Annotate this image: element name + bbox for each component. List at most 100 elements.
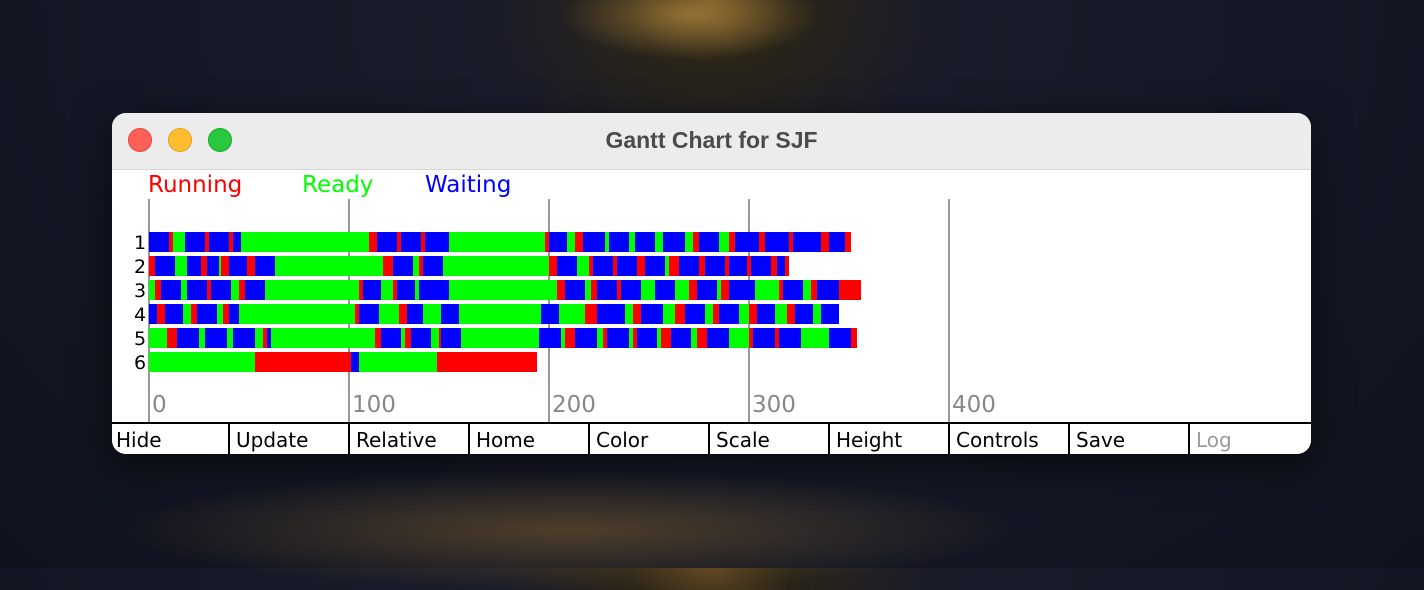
row-label: 6 xyxy=(134,352,146,374)
gantt-segment xyxy=(155,280,161,300)
gantt-segment xyxy=(255,256,275,276)
gantt-segment xyxy=(751,256,771,276)
row-label: 5 xyxy=(134,328,146,350)
log-button[interactable]: Log xyxy=(1192,424,1311,454)
gantt-segment xyxy=(641,304,663,324)
x-tick-label: 0 xyxy=(152,392,167,418)
gantt-segment xyxy=(829,232,845,252)
title-bar[interactable]: Gantt Chart for SJF xyxy=(112,113,1311,170)
gantt-segment xyxy=(717,280,721,300)
row-label: 4 xyxy=(134,304,146,326)
gantt-segment xyxy=(635,232,655,252)
gantt-segment xyxy=(729,280,755,300)
gantt-segment xyxy=(655,280,675,300)
gantt-segment xyxy=(437,352,537,372)
gantt-segment xyxy=(255,328,263,348)
gantt-segment xyxy=(549,232,567,252)
gantt-segment xyxy=(593,256,613,276)
gantt-segment xyxy=(629,232,635,252)
gantt-segment xyxy=(713,304,719,324)
gantt-segment xyxy=(181,280,187,300)
gantt-segment xyxy=(839,280,861,300)
gantt-segment xyxy=(431,328,439,348)
gantt-segment xyxy=(583,232,605,252)
gantt-segment xyxy=(557,256,577,276)
legend-ready: Ready xyxy=(302,172,374,198)
gantt-segment xyxy=(697,280,717,300)
gantt-segment xyxy=(729,328,749,348)
gantt-segment xyxy=(765,232,789,252)
gantt-segment xyxy=(449,280,557,300)
gantt-segment xyxy=(239,304,259,324)
relative-button[interactable]: Relative xyxy=(352,424,470,454)
gantt-segment xyxy=(377,232,397,252)
gantt-segment xyxy=(187,256,201,276)
gantt-segment xyxy=(439,328,441,348)
gantt-segment xyxy=(721,280,729,300)
gantt-segment xyxy=(419,256,423,276)
update-button[interactable]: Update xyxy=(232,424,350,454)
gantt-segment xyxy=(605,232,609,252)
gantt-segment xyxy=(637,328,657,348)
x-tick-label: 100 xyxy=(352,392,396,418)
gantt-segment xyxy=(771,256,777,276)
gantt-segment xyxy=(401,328,405,348)
gantt-segment xyxy=(685,304,705,324)
height-button[interactable]: Height xyxy=(832,424,950,454)
gantt-segment xyxy=(645,256,665,276)
gantt-segment xyxy=(661,328,671,348)
gantt-segment xyxy=(211,280,231,300)
gantt-segment xyxy=(785,256,789,276)
gantt-segment xyxy=(775,304,787,324)
gantt-segment xyxy=(175,256,187,276)
color-button[interactable]: Color xyxy=(592,424,710,454)
maximize-button[interactable] xyxy=(208,128,232,152)
gantt-segment xyxy=(617,256,637,276)
gantt-segment xyxy=(191,304,197,324)
gantt-segment xyxy=(697,328,707,348)
gantt-segment xyxy=(607,328,629,348)
gantt-segment xyxy=(275,256,383,276)
gantt-segment xyxy=(425,232,449,252)
gantt-segment xyxy=(149,280,155,300)
gantt-segment xyxy=(375,328,381,348)
legend-running: Running xyxy=(148,172,243,198)
gantt-segment xyxy=(729,256,747,276)
gantt-segment xyxy=(379,304,399,324)
gantt-segment xyxy=(245,280,265,300)
gantt-segment xyxy=(591,280,597,300)
gantt-segment xyxy=(459,304,541,324)
gantt-segment xyxy=(167,328,177,348)
window-title: Gantt Chart for SJF xyxy=(605,127,818,153)
gantt-segment xyxy=(689,280,697,300)
gantt-segment xyxy=(185,232,205,252)
gantt-segment xyxy=(405,328,411,348)
gantt-segment xyxy=(821,232,829,252)
home-button[interactable]: Home xyxy=(472,424,590,454)
gantt-segment xyxy=(421,232,425,252)
gantt-segment xyxy=(241,232,261,252)
gantt-segment xyxy=(749,304,757,324)
gantt-segment xyxy=(747,256,751,276)
gantt-segment xyxy=(205,232,209,252)
gantt-segment xyxy=(603,328,607,348)
gantt-segment xyxy=(561,328,565,348)
gantt-segment xyxy=(613,256,617,276)
gantt-segment xyxy=(441,304,459,324)
gantt-segment xyxy=(441,328,461,348)
gantt-segment xyxy=(233,232,241,252)
close-button[interactable] xyxy=(128,128,152,152)
hide-button[interactable]: Hide xyxy=(112,424,230,454)
minimize-button[interactable] xyxy=(168,128,192,152)
gantt-segment xyxy=(633,328,637,348)
gantt-segment xyxy=(685,232,693,252)
save-button[interactable]: Save xyxy=(1072,424,1190,454)
gantt-segment xyxy=(637,256,645,276)
gantt-segment xyxy=(267,328,271,348)
gantt-segment xyxy=(393,256,413,276)
gantt-segment xyxy=(755,280,779,300)
gantt-segment xyxy=(205,328,227,348)
gantt-segment xyxy=(363,280,381,300)
scale-button[interactable]: Scale xyxy=(712,424,830,454)
controls-button[interactable]: Controls xyxy=(952,424,1070,454)
